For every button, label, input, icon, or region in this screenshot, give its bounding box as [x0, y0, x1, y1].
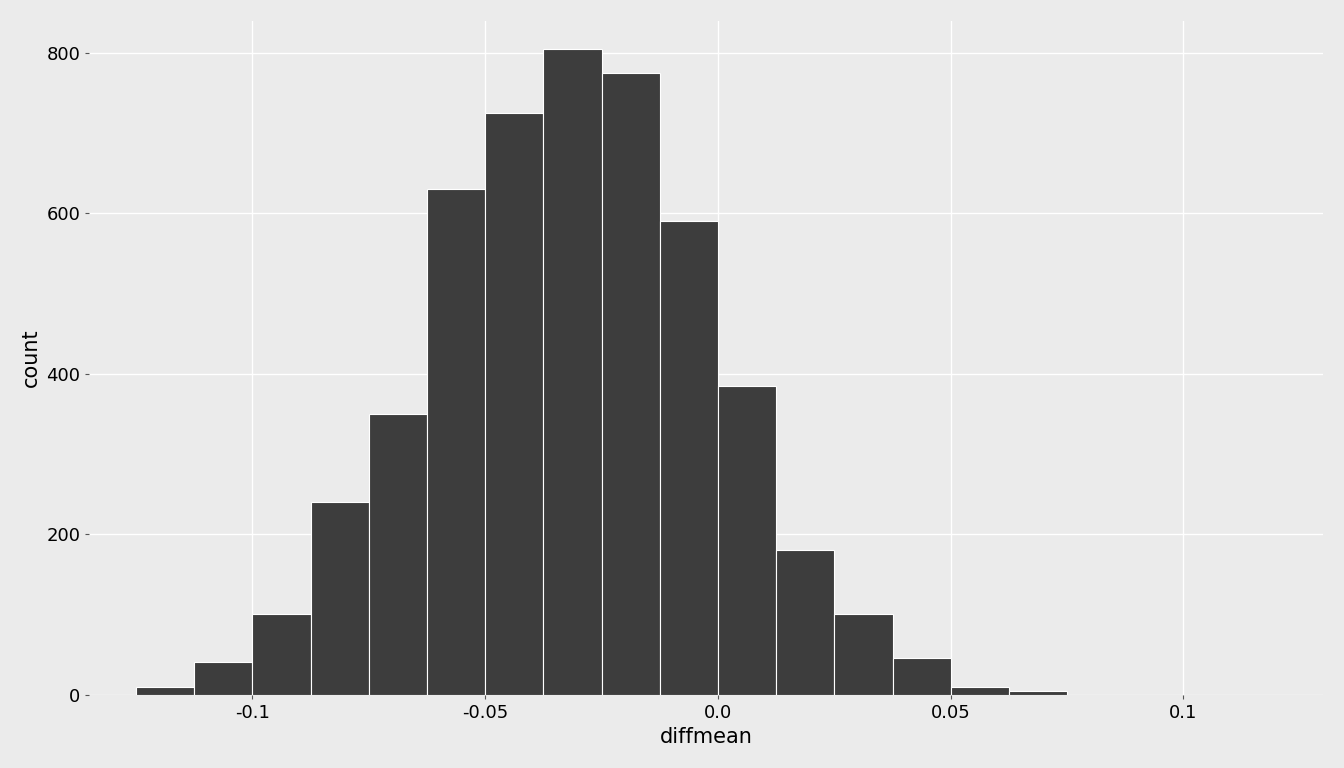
Bar: [775, 550, 835, 694]
Bar: [310, 502, 368, 694]
Bar: [950, 687, 1009, 694]
Bar: [835, 614, 892, 694]
Bar: [543, 49, 602, 694]
Bar: [602, 73, 660, 694]
Bar: [136, 687, 194, 694]
Bar: [427, 189, 485, 694]
Bar: [1009, 690, 1067, 694]
X-axis label: diffmean: diffmean: [660, 727, 753, 747]
Bar: [660, 221, 718, 694]
Bar: [485, 113, 543, 694]
Bar: [892, 658, 950, 694]
Bar: [368, 414, 427, 694]
Bar: [194, 663, 253, 694]
Bar: [718, 386, 775, 694]
Y-axis label: count: count: [22, 329, 40, 387]
Bar: [253, 614, 310, 694]
